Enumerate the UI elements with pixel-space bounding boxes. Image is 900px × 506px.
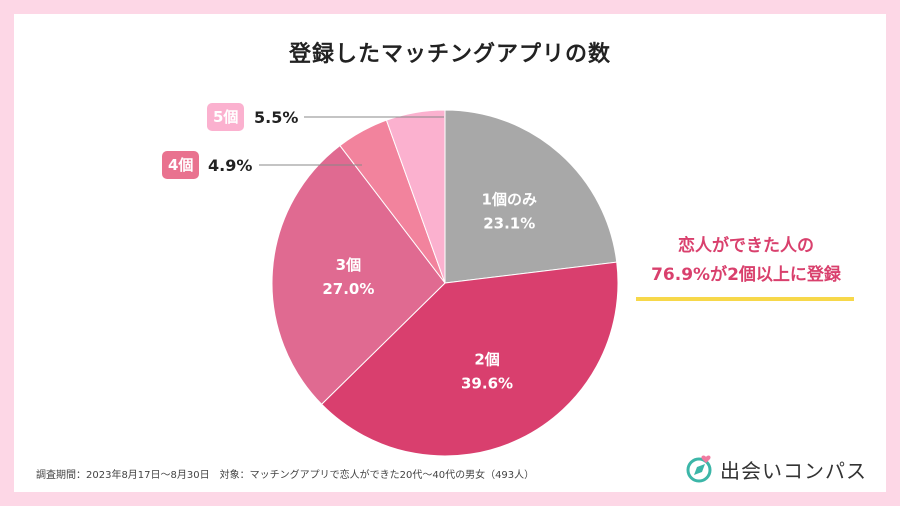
- survey-footnote: 調査期間：2023年8月17日～8月30日 対象：マッチングアプリで恋人ができた…: [36, 470, 535, 481]
- pie-slice-3: [271, 144, 446, 405]
- chart-card: 登録したマッチングアプリの数 1個のみ 23.1% 2個 39.6% 3個 27.0% 5…: [14, 14, 886, 492]
- compass-heart-icon: [686, 455, 712, 483]
- slice-1-label: 1個のみ: [482, 190, 537, 208]
- callout-underline: [636, 297, 854, 301]
- callout-line-2: 76.9%が2個以上に登録: [651, 265, 841, 285]
- callout-line-1: 恋人ができた人の: [678, 236, 814, 256]
- slice-1-value: 23.1%: [483, 214, 535, 232]
- chart-title: 登録したマッチングアプリの数: [288, 42, 611, 67]
- pie-chart: 1個のみ 23.1% 2個 39.6% 3個 27.0%: [259, 109, 619, 457]
- callout-text: 恋人ができた人の 76.9%が2個以上に登録: [636, 232, 856, 290]
- pie-slice-5: [385, 109, 446, 284]
- label-4-value: 4.9%: [208, 156, 253, 175]
- brand-name: 出会いコンパス: [720, 458, 867, 483]
- label-5-value: 5.5%: [254, 108, 299, 127]
- label-5-badge: 5個: [207, 103, 245, 131]
- pie-slice-1: [444, 109, 618, 284]
- slice-2-label: 2個: [474, 350, 499, 368]
- label-4-badge: 4個: [162, 151, 200, 179]
- slice-3-value: 27.0%: [322, 280, 374, 298]
- slice-3-label: 3個: [336, 256, 361, 274]
- brand-logo: 出会いコンパス: [684, 454, 867, 484]
- slice-2-value: 39.6%: [461, 374, 513, 392]
- pie-slice-2: [320, 261, 619, 457]
